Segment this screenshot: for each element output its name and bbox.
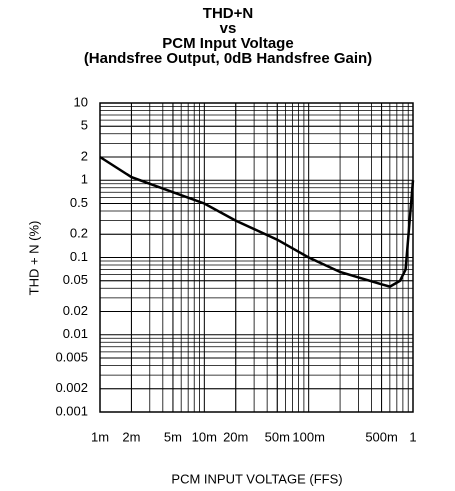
chart-title: (Handsfree Output, 0dB Handsfree Gain) <box>84 50 372 67</box>
y-tick-label: 0.001 <box>55 403 88 418</box>
y-tick-label: 0.5 <box>70 195 88 210</box>
chart-title: THD+N <box>203 5 253 22</box>
y-tick-label: 0.002 <box>55 380 88 395</box>
x-tick-label: 5m <box>164 429 182 444</box>
data-line <box>99 155 415 288</box>
y-tick-label: 0.1 <box>70 249 88 264</box>
y-tick-label: 5 <box>81 118 88 133</box>
y-tick-label: 1 <box>81 172 88 187</box>
x-tick-label: 1m <box>91 429 109 444</box>
x-axis-label: PCM INPUT VOLTAGE (FFS) <box>171 471 342 486</box>
y-axis-label: THD + N (%) <box>26 221 41 296</box>
y-tick-label: 0.01 <box>63 326 88 341</box>
y-tick-label: 0.02 <box>63 303 88 318</box>
y-tick-label: 2 <box>81 148 88 163</box>
x-tick-label: 10m <box>192 429 217 444</box>
y-tick-label: 0.005 <box>55 349 88 364</box>
y-tick-label: 0.05 <box>63 272 88 287</box>
y-tick-label: 0.2 <box>70 226 88 241</box>
x-tick-label: 500m <box>365 429 398 444</box>
x-tick-label: 50m <box>265 429 290 444</box>
y-tick-label: 10 <box>74 94 88 109</box>
x-tick-label: 100m <box>292 429 325 444</box>
x-tick-label: 1 <box>409 429 416 444</box>
chart-title: PCM Input Voltage <box>162 35 293 52</box>
plot-frame <box>99 102 414 413</box>
chart-title: vs <box>220 20 237 37</box>
x-tick-label: 2m <box>122 429 140 444</box>
x-tick-label: 20m <box>223 429 248 444</box>
